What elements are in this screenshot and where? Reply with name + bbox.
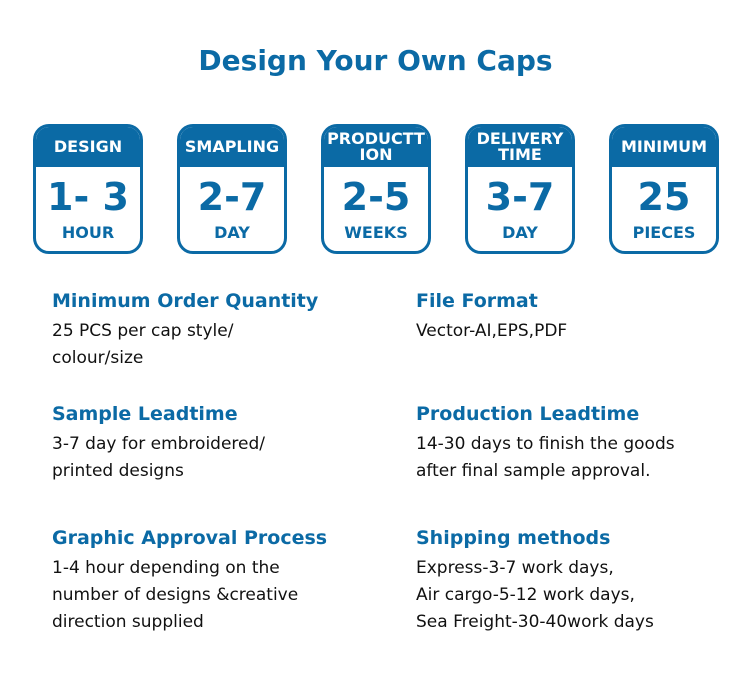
- page-title: Design Your Own Caps: [198, 44, 553, 77]
- section-text: 14-30 days to finish the goods: [416, 434, 675, 454]
- section-heading: File Format: [416, 290, 538, 312]
- section-graphic-approval: Graphic Approval Process 1-4 hour depend…: [52, 525, 372, 636]
- stat-header: MINIMUM: [612, 127, 716, 167]
- stat-unit: WEEKS: [344, 223, 408, 242]
- stat-header: DELIVERY TIME: [468, 127, 572, 167]
- section-text: after final sample approval.: [416, 461, 651, 481]
- section-production-leadtime: Production Leadtime 14-30 days to finish…: [416, 401, 736, 485]
- section-text: Express-3-7 work days,: [416, 558, 614, 578]
- section-heading: Shipping methods: [416, 527, 611, 549]
- stat-header: DESIGN: [36, 127, 140, 167]
- stat-header: SMAPLING: [180, 127, 284, 167]
- stat-unit: DAY: [502, 223, 538, 242]
- section-sample-leadtime: Sample Leadtime 3-7 day for embroidered/…: [52, 401, 372, 485]
- section-text: number of designs &creative: [52, 585, 299, 605]
- stat-value: 2-5: [341, 175, 411, 219]
- section-min-order: Minimum Order Quantity 25 PCS per cap st…: [52, 288, 372, 372]
- stat-box-sampling: SMAPLING 2-7 DAY: [177, 124, 287, 254]
- section-file-format: File Format Vector-AI,EPS,PDF: [416, 288, 736, 345]
- section-text: printed designs: [52, 461, 184, 481]
- stat-value: 3-7: [485, 175, 555, 219]
- section-heading: Production Leadtime: [416, 403, 640, 425]
- section-text: direction supplied: [52, 612, 204, 632]
- stat-value: 2-7: [197, 175, 267, 219]
- section-text: Vector-AI,EPS,PDF: [416, 321, 568, 341]
- section-shipping: Shipping methods Express-3-7 work days, A…: [416, 525, 736, 636]
- stat-box-delivery: DELIVERY TIME 3-7 DAY: [465, 124, 575, 254]
- section-text: Sea Freight-30-40work days: [416, 612, 654, 632]
- section-heading: Minimum Order Quantity: [52, 290, 319, 312]
- stat-value: 25: [637, 175, 691, 219]
- stat-value: 1- 3: [47, 175, 129, 219]
- section-heading: Graphic Approval Process: [52, 527, 328, 549]
- section-text: Air cargo-5-12 work days,: [416, 585, 635, 605]
- section-text: 1-4 hour depending on the: [52, 558, 280, 578]
- stat-box-production: PRODUCTTION 2-5 WEEKS: [321, 124, 431, 254]
- stat-box-minimum: MINIMUM 25 PIECES: [609, 124, 719, 254]
- section-text: 3-7 day for embroidered/: [52, 434, 266, 454]
- stat-unit: DAY: [214, 223, 250, 242]
- stat-header: PRODUCTTION: [324, 127, 428, 167]
- stat-unit: PIECES: [632, 223, 696, 242]
- section-heading: Sample Leadtime: [52, 403, 238, 425]
- stat-unit: HOUR: [61, 223, 115, 242]
- stat-box-design: DESIGN 1- 3 HOUR: [33, 124, 143, 254]
- section-text: colour/size: [52, 348, 144, 368]
- section-text: 25 PCS per cap style/: [52, 321, 234, 341]
